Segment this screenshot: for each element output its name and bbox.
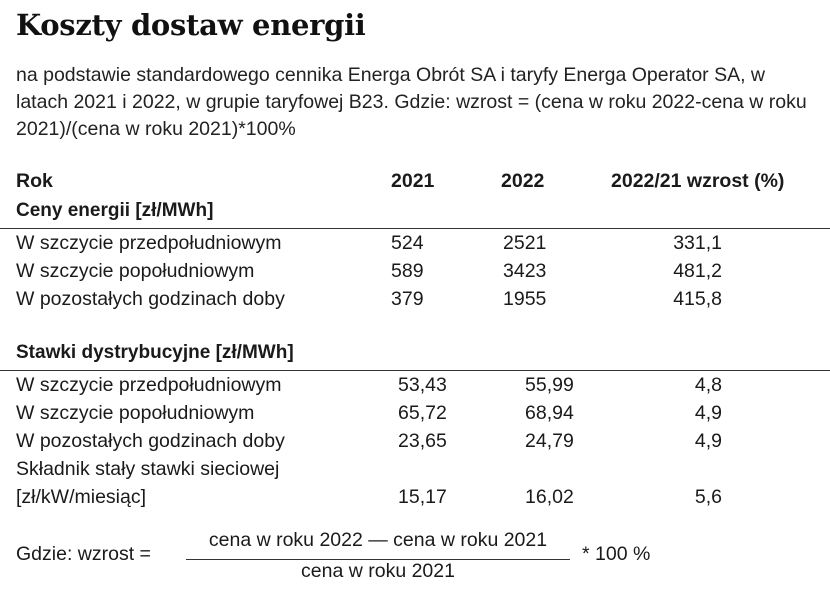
table-row-fixed-values: [zł/kW/miesiąc] 15,17 16,02 5,6 — [0, 486, 830, 514]
page-title: Koszty dostaw energii — [16, 8, 366, 42]
row-label: W szczycie przedpołudniowym — [16, 374, 282, 396]
value-growth: 4,9 — [694, 402, 722, 424]
value-2021: 15,17 — [398, 486, 447, 508]
formula-denominator: cena w roku 2021 — [301, 560, 455, 582]
row-label: W pozostałych godzinach doby — [16, 288, 285, 310]
table-row: W szczycie popołudniowym 589 3423 481,2 — [0, 260, 830, 288]
value-growth: 5,6 — [694, 486, 722, 508]
value-2022: 1955 — [503, 288, 547, 310]
row-label: W szczycie popołudniowym — [16, 260, 255, 282]
value-2021: 23,65 — [398, 430, 447, 452]
row-label: W szczycie popołudniowym — [16, 402, 255, 424]
page-subtitle: na podstawie standardowego cennika Energ… — [16, 64, 807, 140]
table-row: W pozostałych godzinach doby 23,65 24,79… — [0, 430, 830, 458]
value-2022: 3423 — [503, 260, 547, 282]
value-growth: 331,1 — [673, 232, 722, 254]
table-row: W szczycie przedpołudniowym 53,43 55,99 … — [0, 374, 830, 402]
divider — [0, 228, 830, 229]
formula-prefix: Gdzie: wzrost = — [16, 543, 151, 565]
formula-fraction-bar — [186, 559, 570, 560]
table-row: W pozostałych godzinach doby 379 1955 41… — [0, 288, 830, 316]
value-growth: 415,8 — [673, 288, 722, 310]
value-2022: 68,94 — [525, 402, 574, 424]
value-growth: 4,8 — [694, 374, 722, 396]
row-label-line1: Składnik stały stawki sieciowej — [16, 458, 280, 480]
header-2021: 2021 — [391, 170, 435, 192]
header-2022: 2022 — [501, 170, 545, 192]
header-growth: 2022/21 wzrost (%) — [611, 170, 785, 192]
value-2021: 524 — [391, 232, 424, 254]
value-2021: 65,72 — [398, 402, 447, 424]
table-row: W szczycie popołudniowym 65,72 68,94 4,9 — [0, 402, 830, 430]
section-energy-prices-label: Ceny energii [zł/MWh] — [16, 200, 214, 221]
value-2022: 24,79 — [525, 430, 574, 452]
value-2021: 53,43 — [398, 374, 447, 396]
row-label: W pozostałych godzinach doby — [16, 430, 285, 452]
divider — [0, 370, 830, 371]
row-label: W szczycie przedpołudniowym — [16, 232, 282, 254]
value-2021: 379 — [391, 288, 424, 310]
value-growth: 4,9 — [694, 430, 722, 452]
header-year-label: Rok — [16, 170, 53, 192]
section-distribution-rates-label: Stawki dystrybucyjne [zł/MWh] — [16, 342, 294, 363]
value-growth: 481,2 — [673, 260, 722, 282]
value-2022: 55,99 — [525, 374, 574, 396]
value-2022: 16,02 — [525, 486, 574, 508]
value-2021: 589 — [391, 260, 424, 282]
table-row-fixed-label: Składnik stały stawki sieciowej — [0, 458, 830, 486]
formula-numerator: cena w roku 2022 — cena w roku 2021 — [208, 529, 548, 551]
table-row: W szczycie przedpołudniowym 524 2521 331… — [0, 232, 830, 260]
value-2022: 2521 — [503, 232, 547, 254]
formula-suffix: * 100 % — [582, 543, 651, 565]
row-label-line2: [zł/kW/miesiąc] — [16, 486, 147, 508]
